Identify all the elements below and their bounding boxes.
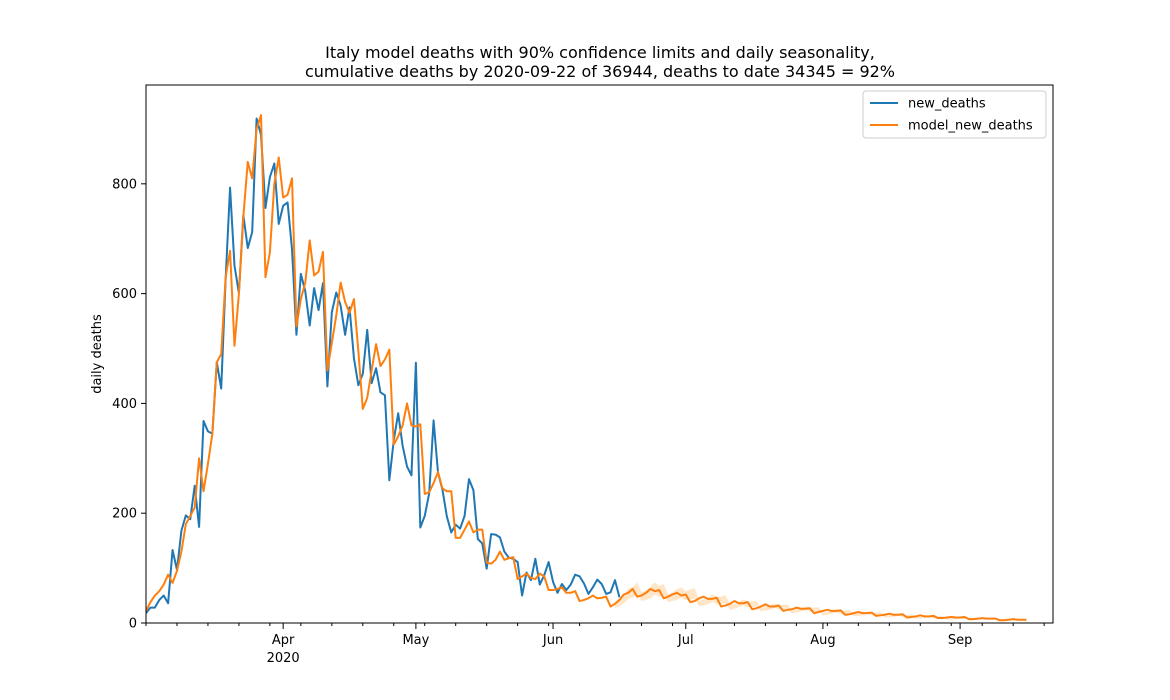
series-line-model-new-deaths bbox=[146, 114, 1027, 622]
confidence-band bbox=[614, 582, 1005, 621]
x-tick-label-5: Sep bbox=[948, 633, 973, 648]
x-tick-label-4: Aug bbox=[810, 633, 835, 648]
y-tick-label-0: 0 bbox=[129, 617, 137, 632]
x-tick-sublabel-0: 2020 bbox=[267, 651, 300, 666]
plot-area bbox=[146, 114, 1027, 622]
chart-title-line-1: Italy model deaths with 90% confidence l… bbox=[325, 43, 875, 62]
y-tick-label-4: 800 bbox=[112, 177, 137, 192]
legend: new_deaths model_new_deaths bbox=[862, 90, 1047, 139]
y-axis-label: daily deaths bbox=[90, 314, 105, 394]
y-axis: 0 200 400 600 800 bbox=[112, 177, 146, 632]
x-tick-label-2: Jun bbox=[542, 633, 563, 648]
y-tick-label-3: 600 bbox=[112, 287, 137, 302]
y-tick-label-1: 200 bbox=[112, 507, 137, 522]
chart-title: Italy model deaths with 90% confidence l… bbox=[305, 43, 895, 81]
x-axis: Apr 2020 May Jun Jul Aug Sep bbox=[145, 623, 1045, 666]
plot-frame bbox=[145, 84, 1054, 624]
legend-label-model-new-deaths: model_new_deaths bbox=[908, 119, 1033, 134]
legend-box bbox=[862, 90, 1047, 139]
y-tick-label-2: 400 bbox=[112, 397, 137, 412]
x-tick-label-0: Apr bbox=[272, 633, 295, 648]
legend-label-new-deaths: new_deaths bbox=[908, 97, 986, 112]
x-tick-label-3: Jul bbox=[677, 633, 694, 648]
x-tick-label-1: May bbox=[402, 633, 429, 648]
chart-title-line-2: cumulative deaths by 2020-09-22 of 36944… bbox=[305, 62, 895, 81]
